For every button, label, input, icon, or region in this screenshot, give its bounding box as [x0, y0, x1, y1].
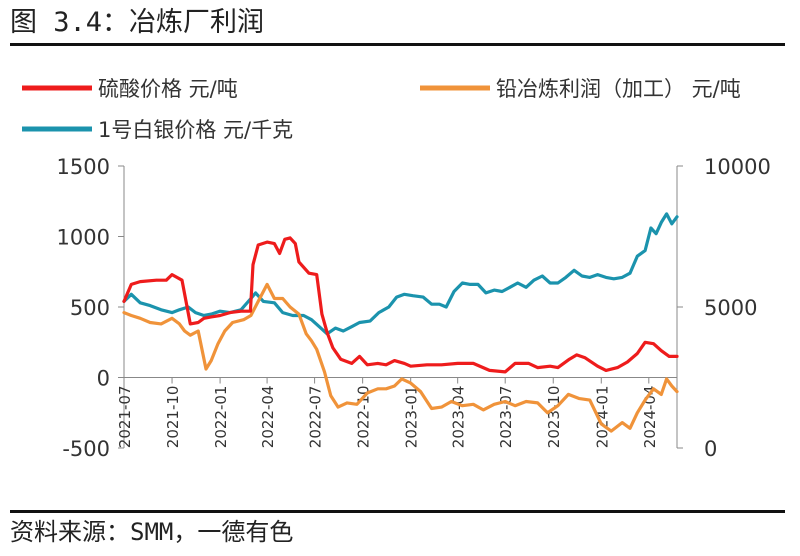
x-axis-tick-label: 2024-01	[593, 386, 611, 449]
x-axis-tick-label: 2023-07	[497, 385, 515, 448]
right-axis-tick-label: 5000	[704, 296, 757, 320]
x-axis-tick-label: 2021-07	[116, 386, 134, 449]
legend-label-2: 铅冶炼利润（加工） 元/吨	[496, 77, 741, 101]
left-axis-tick-label: 500	[70, 296, 110, 320]
left-axis-tick-label: -500	[62, 437, 110, 461]
series-line-1	[122, 236, 679, 374]
legend-label-1: 硫酸价格 元/吨	[98, 77, 238, 101]
series-line-2	[122, 282, 679, 433]
x-axis-tick-label: 2023-01	[403, 386, 421, 449]
source-note: 资料来源：SMM，一德有色	[10, 518, 294, 546]
x-axis-tick-label: 2023-10	[545, 386, 563, 449]
top-rule	[10, 43, 785, 46]
legend: 硫酸价格 元/吨 铅冶炼利润（加工） 元/吨 1号白银价格 元/千克	[22, 77, 741, 142]
x-axis-tick-label: 2022-04	[259, 386, 277, 449]
figure-title: 图 3.4：冶炼厂利润	[10, 7, 265, 38]
x-axis-tick-label: 2021-10	[164, 386, 182, 449]
left-axis-tick-label: 1500	[57, 155, 110, 179]
left-axis-tick-label: 0	[97, 367, 110, 391]
bottom-rule	[10, 510, 785, 513]
legend-label-3: 1号白银价格 元/千克	[98, 118, 293, 142]
axes: -500 0 500 1000 1500 0 5000 10000 2021-07 2021-10…	[57, 155, 771, 461]
right-axis-tick-label: 10000	[704, 155, 771, 179]
left-axis-tick-label: 1000	[57, 226, 110, 250]
chart: 硫酸价格 元/吨 铅冶炼利润（加工） 元/吨 1号白银价格 元/千克 -500 0 50…	[22, 77, 771, 461]
x-axis-tick-label: 2022-01	[212, 386, 230, 449]
series-line-3	[122, 212, 679, 336]
x-axis-tick-label: 2023-04	[450, 386, 468, 449]
right-axis-tick-label: 0	[704, 437, 717, 461]
plot-lines	[122, 212, 679, 433]
x-axis-tick-label: 2022-07	[307, 386, 325, 449]
